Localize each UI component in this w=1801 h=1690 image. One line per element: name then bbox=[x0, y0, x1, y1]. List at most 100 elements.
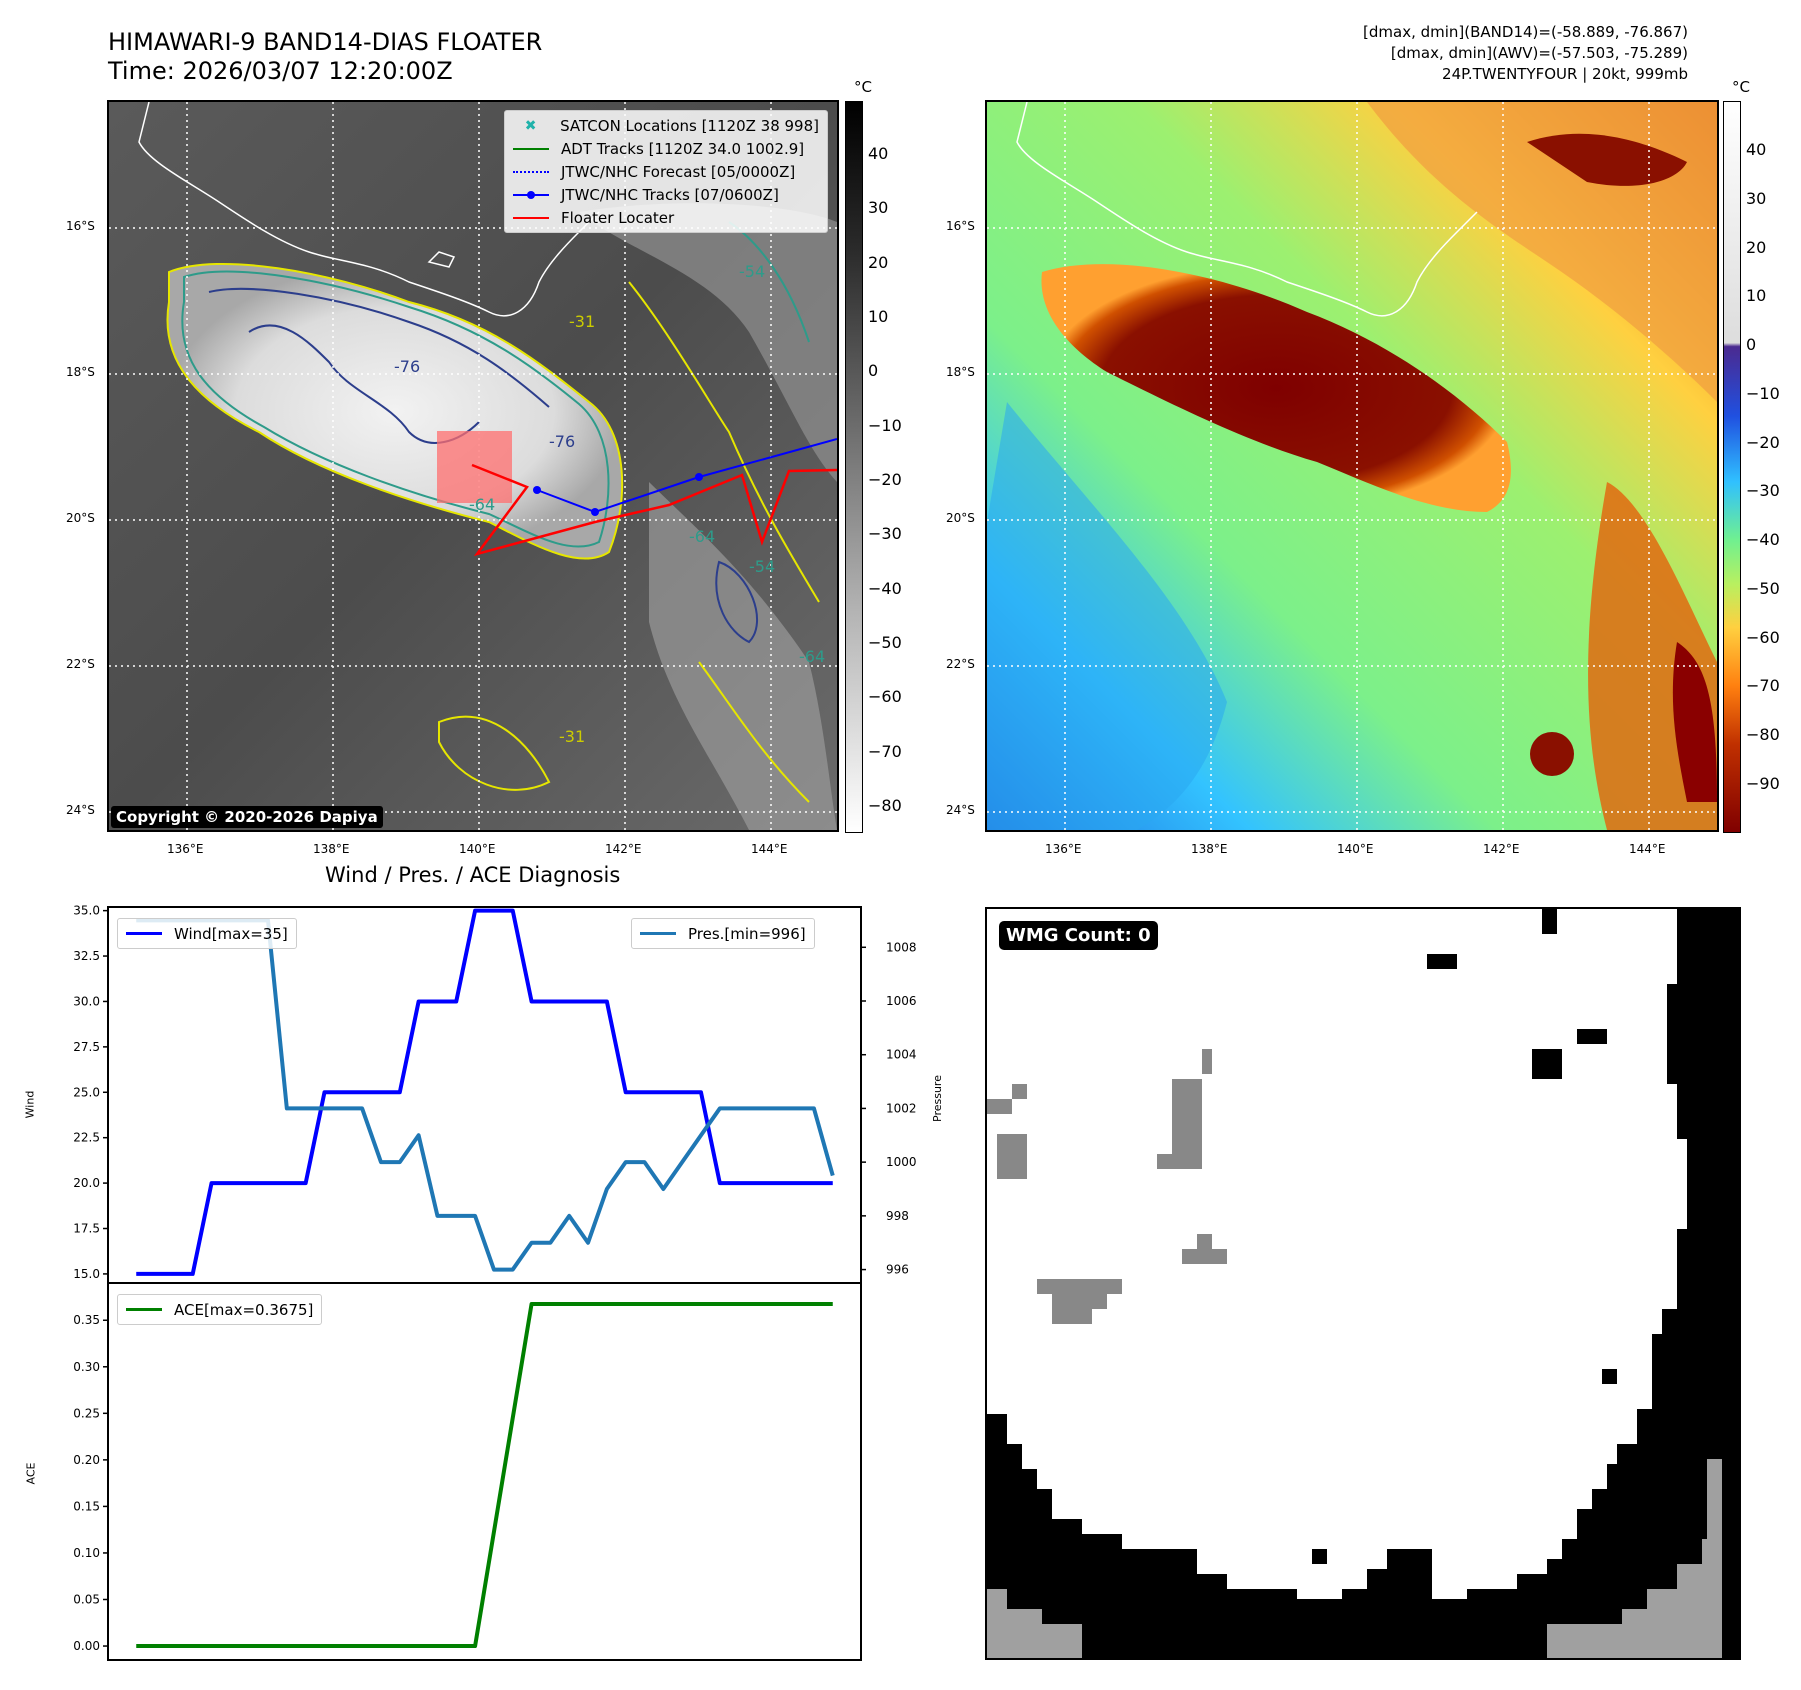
ace-tick: 0.00 bbox=[73, 1639, 100, 1653]
wind-legend: Wind[max=35] bbox=[117, 918, 297, 949]
lat-label: 22°S bbox=[66, 657, 95, 671]
wind-tick: 25.0 bbox=[73, 1085, 100, 1099]
lat-label: 16°S bbox=[66, 219, 95, 233]
wmg-gray-cell bbox=[997, 1134, 1027, 1179]
floater-locater-line bbox=[471, 463, 837, 557]
wmg-gray-cell bbox=[987, 1099, 1012, 1114]
contour-label: -54 bbox=[739, 262, 765, 281]
colorbar-right-unit: °C bbox=[1732, 78, 1750, 96]
colorbar-left-tick: −60 bbox=[868, 687, 902, 707]
line-swatch-icon bbox=[640, 932, 676, 935]
awv-map-svg bbox=[987, 102, 1717, 830]
colorbar-right-tick: −20 bbox=[1746, 432, 1780, 452]
legend-label: ADT Tracks [1120Z 34.0 1002.9] bbox=[561, 139, 805, 158]
contour-label: -54 bbox=[749, 557, 775, 576]
wmg-black-cell bbox=[1542, 909, 1557, 934]
colorbar-right-tick: 10 bbox=[1746, 286, 1767, 306]
wind-tick: 27.5 bbox=[73, 1040, 100, 1054]
dotted-line-icon bbox=[513, 170, 549, 173]
legend-label: Wind[max=35] bbox=[174, 924, 288, 943]
jtwc-track-point bbox=[695, 473, 703, 481]
wmg-gray-cell bbox=[1037, 1279, 1122, 1324]
copyright-badge: Copyright © 2020-2026 Dapiya bbox=[111, 806, 383, 828]
lon-label: 140°E bbox=[459, 842, 496, 856]
wmg-black-cell bbox=[1602, 1369, 1617, 1384]
figure-title-line1: HIMAWARI-9 BAND14-DIAS FLOATER bbox=[108, 28, 543, 56]
info-line1: [dmax, dmin](BAND14)=(-58.889, -76.867) bbox=[1363, 23, 1688, 41]
contour-label: -31 bbox=[559, 727, 585, 746]
cloud-band-ne bbox=[579, 203, 837, 483]
wmg-mask-svg bbox=[987, 909, 1739, 1658]
wind-tick: 32.5 bbox=[73, 949, 100, 963]
pressure-series-line bbox=[136, 918, 835, 1272]
contour-label: -64 bbox=[689, 527, 715, 546]
coastline bbox=[1016, 102, 1478, 317]
wmg-gray-cell bbox=[1157, 1049, 1212, 1169]
colorbar-right-tick: −40 bbox=[1746, 530, 1780, 550]
jtwc-track-point bbox=[533, 486, 541, 494]
legend-adt: ADT Tracks [1120Z 34.0 1002.9] bbox=[505, 137, 827, 160]
legend-label: JTWC/NHC Tracks [07/0600Z] bbox=[561, 185, 779, 204]
lon-label: 136°E bbox=[1045, 842, 1082, 856]
legend-label: ACE[max=0.3675] bbox=[174, 1300, 314, 1319]
wind-tick: 17.5 bbox=[73, 1222, 100, 1236]
wmg-gray-cell bbox=[1012, 1084, 1027, 1099]
pressure-tick: 1006 bbox=[886, 994, 917, 1008]
colorbar-left-tick: 10 bbox=[868, 307, 889, 326]
colorbar-right-tick: −90 bbox=[1746, 774, 1780, 793]
wmg-black-cell bbox=[1532, 1049, 1562, 1079]
ace-tick: 0.25 bbox=[73, 1406, 100, 1420]
colorbar-right-tick: −10 bbox=[1746, 383, 1780, 403]
wind-series-line bbox=[136, 908, 833, 1276]
lat-label: 20°S bbox=[66, 511, 95, 525]
legend-satcon: ✖ SATCON Locations [1120Z 38 998] bbox=[505, 114, 827, 137]
lat-label: 18°S bbox=[946, 365, 975, 379]
awv-map-panel bbox=[985, 100, 1719, 832]
ace-tick: 0.05 bbox=[73, 1592, 100, 1606]
wmg-black-cell bbox=[1577, 1029, 1607, 1044]
legend-floater: Floater Locater bbox=[505, 206, 827, 229]
lat-label: 16°S bbox=[946, 219, 975, 233]
colorbar-left-tick: −70 bbox=[868, 741, 902, 761]
colorbar-right-tick: 0 bbox=[1746, 335, 1757, 355]
line-dot-icon bbox=[513, 190, 549, 199]
lon-label: 138°E bbox=[1191, 842, 1228, 856]
wmg-panel: WMG Count: 0 bbox=[985, 907, 1741, 1660]
lon-label: 144°E bbox=[751, 842, 788, 856]
wind-legend-row: Wind[max=35] bbox=[118, 922, 296, 945]
wmg-black-cell bbox=[1427, 954, 1457, 969]
colorbar-left-tick: −30 bbox=[868, 524, 902, 544]
contour-76 bbox=[208, 287, 550, 408]
colorbar-right-tick: −60 bbox=[1746, 627, 1780, 647]
wind-tick: 15.0 bbox=[73, 1267, 100, 1281]
wmg-black-region bbox=[987, 909, 1739, 1658]
lat-label: 24°S bbox=[66, 803, 95, 817]
awv-cold-cell bbox=[1530, 732, 1574, 776]
colorbar-right-tick: −30 bbox=[1746, 481, 1780, 501]
coast-island bbox=[427, 251, 456, 268]
colorbar-left-tick: 20 bbox=[868, 252, 889, 272]
awv-gridlines bbox=[987, 102, 1717, 830]
cloud-band-se bbox=[649, 482, 837, 830]
jtwc-track-line bbox=[536, 438, 837, 514]
legend-label: Floater Locater bbox=[561, 208, 675, 227]
colorbar-left-tick: 30 bbox=[868, 198, 889, 218]
legend-label: SATCON Locations [1120Z 38 998] bbox=[560, 116, 819, 135]
ace-frame bbox=[107, 1282, 862, 1661]
pressure-legend-row: Pres.[min=996] bbox=[632, 922, 814, 945]
contour-54 bbox=[181, 270, 610, 548]
lon-label: 138°E bbox=[313, 842, 350, 856]
map-legend: ✖ SATCON Locations [1120Z 38 998] ADT Tr… bbox=[504, 110, 828, 233]
legend-jtwc-tracks: JTWC/NHC Tracks [07/0600Z] bbox=[505, 183, 827, 206]
ace-legend: ACE[max=0.3675] bbox=[117, 1294, 323, 1325]
coastline bbox=[138, 102, 600, 317]
contour-76-se bbox=[715, 560, 759, 644]
colorbar-left-unit: °C bbox=[854, 78, 872, 96]
colorbar-right-tick: 30 bbox=[1746, 188, 1767, 208]
colorbar-left-tick: −40 bbox=[868, 578, 902, 598]
wmg-gray-region bbox=[987, 1589, 1082, 1658]
contour-label: -31 bbox=[569, 312, 595, 331]
wind-tick: 30.0 bbox=[73, 994, 100, 1008]
lon-label: 140°E bbox=[1337, 842, 1374, 856]
